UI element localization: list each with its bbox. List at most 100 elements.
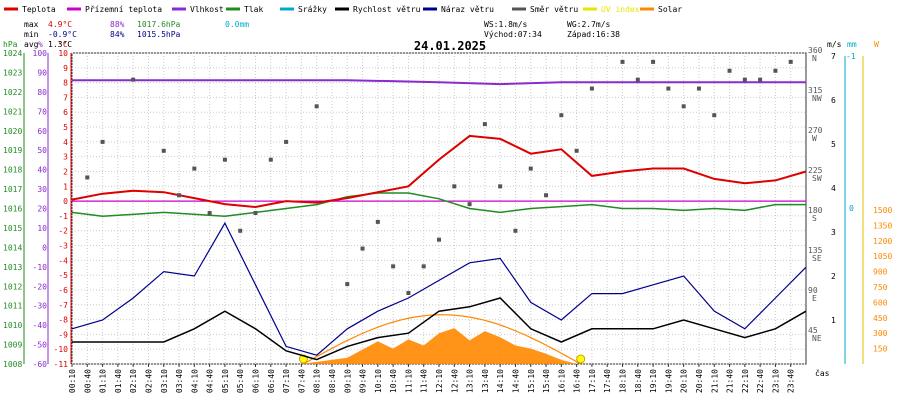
wind-direction-point [635, 77, 640, 82]
sunrise-info: Východ:07:34 [484, 30, 542, 39]
x-tick-label: 00:40 [83, 369, 92, 393]
legend: Teplota Přízemní teplota Vlhkost Tlak Srážky… [4, 5, 682, 14]
x-tick-label: 21:10 [710, 369, 719, 393]
tick-pct: 40 [37, 166, 47, 175]
tick-temp: -6 [58, 286, 68, 295]
x-tick-label: 22:40 [756, 369, 765, 393]
tick-pct: -50 [33, 341, 48, 350]
x-tick-label: 06:40 [267, 369, 276, 393]
x-tick-label: 13:40 [481, 369, 490, 393]
wind-direction-point [773, 68, 778, 73]
tick-dir: 270 [808, 126, 823, 135]
sunset-info: Západ:16:38 [567, 30, 620, 39]
chart-title: 24.01.2025 [414, 39, 486, 53]
tick-temp: -10 [54, 345, 69, 354]
wind-direction-point [131, 77, 136, 82]
wind-direction-point [345, 282, 350, 287]
legend-label: Náraz větru [441, 5, 494, 14]
x-tick-label: 18:10 [619, 369, 628, 393]
wind-direction-point [452, 184, 457, 189]
tick-hpa: 1020 [3, 127, 22, 136]
legend-label: Srážky [298, 5, 327, 14]
tick-dir: 225 [808, 166, 823, 175]
tick-ms: 5 [831, 140, 836, 149]
tick-hpa: 1017 [3, 185, 22, 194]
tick-temp: 9 [63, 64, 68, 73]
tick-hpa: 1012 [3, 282, 22, 291]
wind-direction-point [391, 264, 396, 269]
tick-pct: 80 [37, 88, 47, 97]
wind-direction-point [85, 175, 90, 180]
tick-w: 750 [873, 283, 888, 292]
legend-label: Tlak [244, 5, 263, 14]
wind-direction-point [758, 77, 763, 82]
wind-gust-info: WG:2.7m/s [567, 20, 611, 29]
tick-ms: 6 [831, 96, 836, 105]
wind-speed-info: WS:1.8m/s [484, 20, 528, 29]
x-tick-label: 02:40 [144, 369, 153, 393]
tick-dir: 135 [808, 246, 823, 255]
tick-pct: 90 [37, 68, 47, 77]
tick-dir-compass: S [812, 214, 817, 223]
x-tick-label: 14:10 [496, 369, 505, 393]
tick-w: 900 [873, 268, 888, 277]
wind-direction-point [559, 113, 564, 118]
wind-direction-point [544, 193, 549, 198]
tick-pct: 10 [37, 224, 47, 233]
tick-hpa: 1008 [3, 360, 22, 369]
wind-direction-point [696, 86, 701, 91]
tick-hpa: 1024 [3, 49, 22, 58]
tick-temp: 6 [63, 108, 68, 117]
tick-pct: -40 [33, 321, 48, 330]
axis-unit-mm: mm [847, 40, 857, 49]
x-tick-label: 10:10 [374, 369, 383, 393]
x-tick-label: 00:10 [68, 369, 77, 393]
x-tick-label: 17:10 [588, 369, 597, 393]
tick-hpa: 1023 [3, 68, 22, 77]
x-axis-label: čas [815, 368, 830, 378]
x-tick-label: 05:10 [221, 369, 230, 393]
tick-temp: 3 [63, 153, 68, 162]
stat-min-press: 1015.5hPa [137, 30, 181, 39]
wind-direction-point [360, 246, 365, 251]
legend-label: Přízemní teplota [85, 5, 162, 14]
tick-dir-compass: E [812, 294, 817, 303]
wind-direction-point [498, 184, 503, 189]
axis-unit-hpa: hPa [3, 40, 18, 49]
tick-temp: 5 [63, 123, 68, 132]
tick-hpa: 1009 [3, 341, 22, 350]
tick-hpa: 1021 [3, 107, 22, 116]
legend-label: Rychlost větru [353, 5, 421, 14]
wind-direction-point [192, 166, 197, 171]
x-tick-label: 03:10 [160, 369, 169, 393]
tick-hpa: 1016 [3, 205, 22, 214]
series-layer [71, 59, 807, 361]
tick-pct: 20 [37, 205, 47, 214]
x-tick-label: 03:40 [175, 369, 184, 393]
legend-label: Směr větru [530, 5, 578, 14]
tick-temp: 0 [63, 197, 68, 206]
tick-temp: -2 [58, 227, 68, 236]
tick-pct: 30 [37, 185, 47, 194]
tick-temp: -7 [58, 301, 68, 310]
x-tick-label: 02:10 [129, 369, 138, 393]
axis-unit-pct: % [38, 40, 43, 49]
tick-temp: -5 [58, 271, 68, 280]
axis-unit-ms: m/s [827, 40, 842, 49]
wind-direction-point [177, 193, 182, 198]
tick-pct: 0 [42, 243, 47, 252]
tick-w: 300 [873, 329, 888, 338]
wind-direction-point [375, 219, 380, 224]
wind-direction-point [574, 148, 579, 153]
wind-direction-point [268, 157, 273, 162]
wind-direction-point [207, 211, 212, 215]
x-tick-label: 04:40 [206, 369, 215, 393]
tick-pct: -60 [33, 360, 48, 369]
tick-w: 1500 [873, 206, 892, 215]
stat-max-label: max [24, 20, 39, 29]
tick-ms: 1 [831, 316, 836, 325]
tick-dir: 315 [808, 86, 823, 95]
tick-hpa: 1018 [3, 166, 22, 175]
tick-temp: 4 [63, 138, 68, 147]
wind-direction-point [482, 122, 487, 127]
